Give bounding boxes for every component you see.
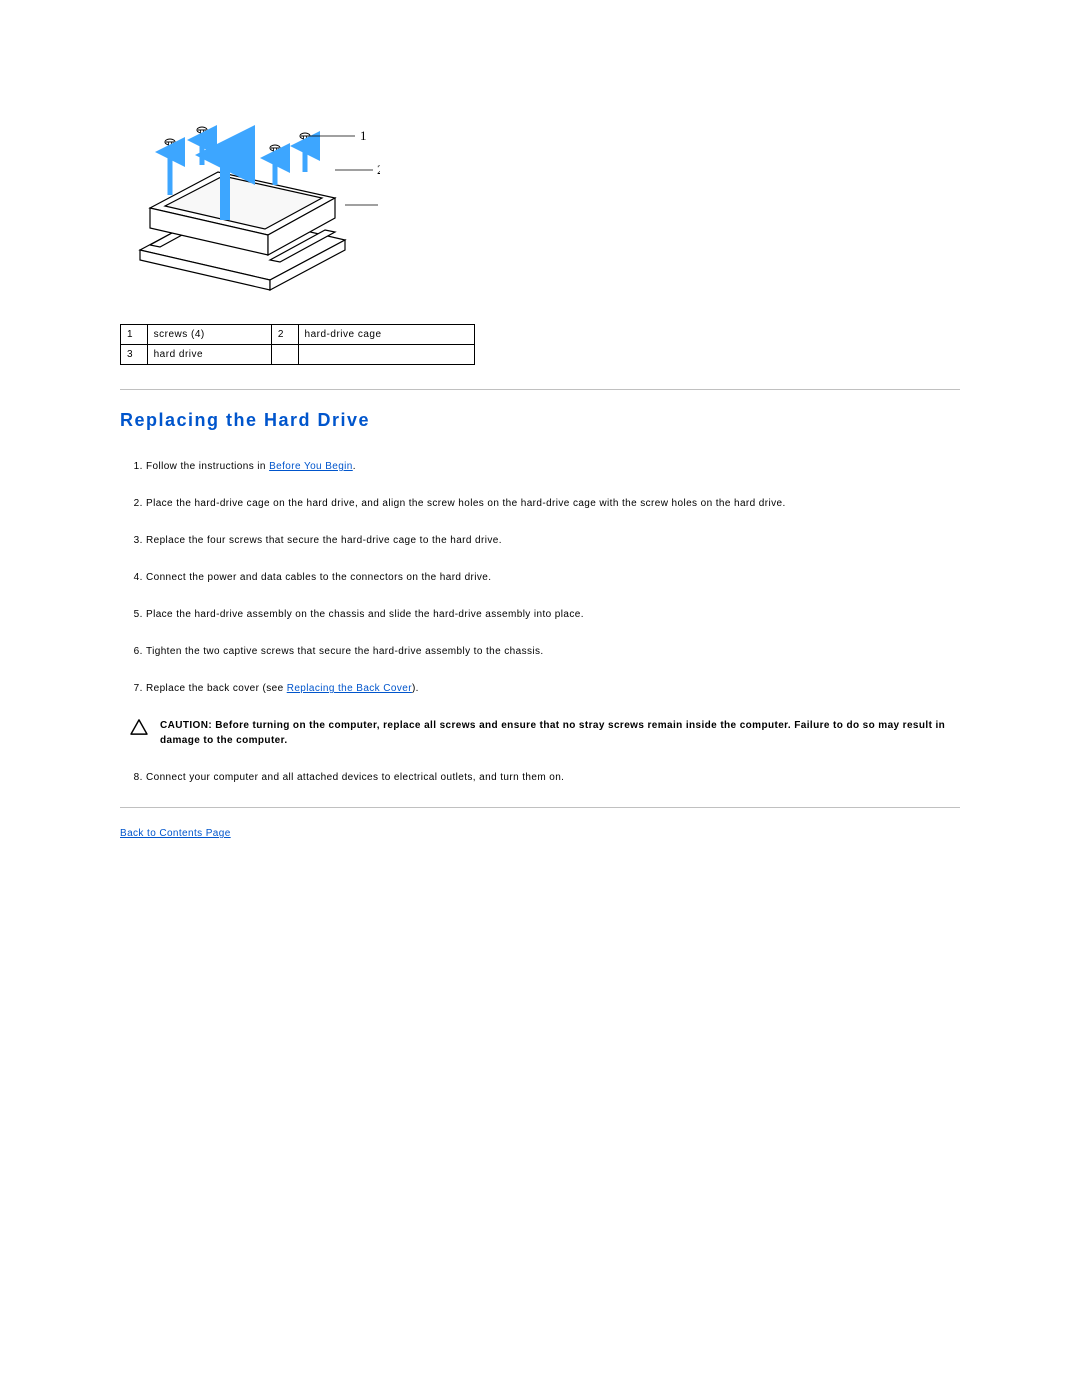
back-to-contents-link[interactable]: Back to Contents Page: [120, 828, 231, 839]
caution-text: CAUTION: Before turning on the computer,…: [160, 718, 960, 748]
table-row: 3 hard drive: [121, 345, 475, 365]
step-1: Follow the instructions in Before You Be…: [146, 459, 960, 474]
step-5: Place the hard-drive assembly on the cha…: [146, 607, 960, 622]
divider: [120, 807, 960, 808]
part-label: screws (4): [147, 325, 271, 345]
part-label: hard-drive cage: [298, 325, 474, 345]
part-label: [298, 345, 474, 365]
callout-1: 1: [360, 128, 367, 143]
section-title: Replacing the Hard Drive: [120, 410, 960, 431]
replacing-back-cover-link[interactable]: Replacing the Back Cover: [287, 683, 412, 694]
part-num: 3: [121, 345, 148, 365]
step-7: Replace the back cover (see Replacing th…: [146, 681, 960, 696]
part-num: [271, 345, 298, 365]
part-label: hard drive: [147, 345, 271, 365]
back-link-row: Back to Contents Page: [120, 828, 960, 839]
caution-icon: [130, 719, 148, 735]
part-num: 1: [121, 325, 148, 345]
steps-list: Follow the instructions in Before You Be…: [120, 459, 960, 696]
parts-table: 1 screws (4) 2 hard-drive cage 3 hard dr…: [120, 324, 475, 365]
divider: [120, 389, 960, 390]
callout-2: 2: [377, 162, 380, 177]
step-text: .: [353, 461, 356, 472]
table-row: 1 screws (4) 2 hard-drive cage: [121, 325, 475, 345]
document-page: 1 2 3 1 screws (4) 2 hard-drive cage 3 h…: [0, 0, 1080, 879]
caution-block: CAUTION: Before turning on the computer,…: [120, 718, 960, 748]
step-8: Connect your computer and all attached d…: [146, 770, 960, 785]
caution-label: CAUTION:: [160, 720, 215, 731]
step-text: Replace the back cover (see: [146, 683, 287, 694]
steps-list-continued: Connect your computer and all attached d…: [120, 770, 960, 785]
caution-body: Before turning on the computer, replace …: [160, 720, 945, 746]
step-2: Place the hard-drive cage on the hard dr…: [146, 496, 960, 511]
before-you-begin-link[interactable]: Before You Begin: [269, 461, 353, 472]
diagram-svg: 1 2 3: [120, 100, 380, 300]
part-num: 2: [271, 325, 298, 345]
step-text: ).: [412, 683, 419, 694]
step-text: Follow the instructions in: [146, 461, 269, 472]
step-6: Tighten the two captive screws that secu…: [146, 644, 960, 659]
hard-drive-diagram: 1 2 3: [120, 100, 380, 300]
step-4: Connect the power and data cables to the…: [146, 570, 960, 585]
step-3: Replace the four screws that secure the …: [146, 533, 960, 548]
